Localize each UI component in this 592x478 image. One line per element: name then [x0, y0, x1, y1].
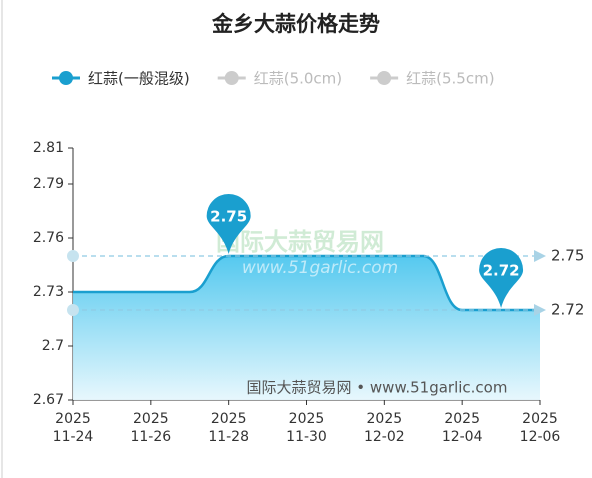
mark-pin — [479, 247, 524, 308]
mark-line-start — [67, 250, 79, 262]
watermark-footer: 国际大蒜贸易网 • www.51garlic.com — [247, 379, 508, 397]
x-tick-label: 12-02 — [364, 429, 405, 445]
legend-label: 红蒜(5.0cm) — [254, 70, 342, 88]
y-tick-label: 2.7 — [42, 338, 64, 354]
legend-label: 红蒜(一般混级) — [88, 70, 190, 88]
mark-pin-label: 2.72 — [483, 262, 520, 280]
x-tick-label: 2025 — [444, 411, 480, 427]
x-tick-label: 11-30 — [286, 429, 327, 445]
chart-title: 金乡大蒜价格走势 — [211, 12, 380, 36]
mark-line-arrow — [534, 304, 546, 316]
x-tick-label: 11-26 — [130, 429, 171, 445]
legend-marker — [59, 71, 73, 85]
x-tick-label: 12-06 — [520, 429, 561, 445]
watermark-url: www.51garlic.com — [242, 258, 398, 278]
x-tick-label: 2025 — [133, 411, 169, 427]
x-tick-label: 11-28 — [208, 429, 249, 445]
x-tick-label: 2025 — [367, 411, 403, 427]
mark-line-arrow — [534, 250, 546, 262]
x-tick-label: 2025 — [55, 411, 91, 427]
mark-pin — [206, 194, 251, 254]
y-tick-label: 2.67 — [33, 392, 64, 408]
mark-line-label: 2.72 — [551, 301, 584, 319]
y-tick-label: 2.73 — [33, 284, 64, 300]
x-tick-label: 2025 — [289, 411, 325, 427]
mark-line-start — [67, 304, 79, 316]
y-tick-label: 2.79 — [33, 176, 64, 192]
x-tick-label: 11-24 — [53, 429, 94, 445]
watermark-logo: 国际大蒜贸易网 — [216, 228, 384, 256]
y-tick-label: 2.81 — [33, 140, 64, 156]
legend: 红蒜(一般混级) 红蒜(5.0cm) 红蒜(5.5cm) — [52, 70, 495, 88]
y-tick-label: 2.76 — [33, 230, 64, 246]
x-tick-label: 2025 — [211, 411, 247, 427]
legend-marker — [224, 71, 239, 85]
mark-line-label: 2.75 — [551, 247, 584, 265]
mark-pin-label: 2.75 — [210, 208, 247, 226]
legend-marker — [377, 71, 392, 85]
x-tick-label: 2025 — [522, 411, 558, 427]
x-tick-label: 12-04 — [442, 429, 483, 445]
legend-label: 红蒜(5.5cm) — [406, 70, 494, 88]
